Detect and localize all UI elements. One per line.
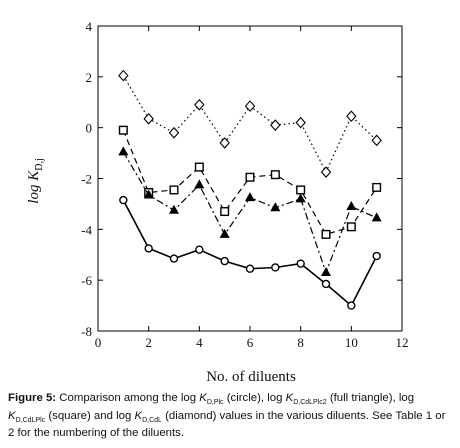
x-tick-label: 12: [396, 335, 409, 350]
data-point-square: [321, 229, 331, 239]
data-point-triangle: [118, 146, 129, 156]
data-point-circle: [195, 245, 204, 254]
y-tick-label: 0: [86, 121, 93, 136]
data-point-triangle: [321, 267, 331, 277]
data-point-square: [372, 182, 382, 192]
series-line-diamond: [122, 75, 378, 174]
caption-label: Figure 5:: [8, 392, 57, 404]
data-point-square: [169, 185, 179, 195]
x-axis-title: No. of diluents: [206, 369, 296, 385]
series-line-triangle: [122, 151, 377, 275]
x-tick-label: 10: [345, 335, 358, 350]
data-point-square: [220, 207, 230, 217]
y-tick-label: -2: [81, 172, 92, 187]
data-point-triangle: [295, 193, 306, 203]
series-layer: [118, 69, 382, 310]
data-point-diamond: [194, 98, 205, 111]
data-point-triangle: [194, 179, 205, 189]
data-point-circle: [372, 251, 381, 261]
x-tick-label: 2: [145, 335, 152, 350]
data-point-triangle: [169, 204, 179, 214]
data-point-square: [270, 170, 280, 180]
y-tick-label: -4: [81, 222, 92, 237]
data-point-triangle: [270, 202, 281, 212]
y-tick-label: 4: [86, 19, 93, 34]
data-point-square: [296, 185, 306, 195]
data-point-circle: [271, 263, 280, 272]
data-point-circle: [347, 301, 356, 310]
data-point-square: [245, 172, 255, 182]
series-line-square: [122, 129, 378, 236]
tick-labels: 0 2 4 6 8 10 12 4 2 0 -2 -4 -6 -8: [81, 19, 408, 350]
x-tick-label: 4: [196, 335, 203, 350]
data-point-diamond: [346, 110, 357, 123]
data-point-square: [346, 222, 356, 232]
data-point-triangle: [219, 228, 230, 238]
y-axis-title: log KD,j: [26, 158, 45, 203]
data-point-diamond: [118, 69, 129, 82]
x-tick-label: 0: [95, 335, 102, 350]
data-point-circle: [296, 259, 305, 268]
x-tick-label: 6: [247, 335, 254, 350]
figure-caption: Figure 5: Comparison among the log KD,Pl…: [8, 392, 446, 440]
data-point-triangle: [371, 212, 382, 222]
data-point-square: [194, 162, 204, 172]
plot-frame: [97, 25, 403, 332]
data-point-triangle: [245, 192, 255, 202]
chart: 0 2 4 6 8 10 12 4 2 0 -2 -4 -6 -8 No. of diluents log…: [26, 19, 409, 385]
y-tick-label: -8: [81, 324, 92, 339]
data-point-diamond: [168, 126, 180, 139]
series-line-circle: [122, 199, 378, 307]
data-point-triangle: [143, 189, 154, 199]
data-point-diamond: [270, 119, 281, 131]
y-tick-label: -6: [81, 273, 92, 288]
data-point-circle: [220, 256, 229, 266]
data-point-circle: [245, 264, 255, 273]
x-tick-label: 8: [297, 335, 304, 350]
data-point-circle: [169, 254, 179, 263]
data-point-circle: [144, 244, 153, 253]
data-point-circle: [321, 279, 331, 289]
data-point-square: [118, 125, 128, 135]
data-point-diamond: [244, 100, 256, 112]
data-point-circle: [119, 195, 128, 205]
data-point-diamond: [143, 112, 154, 125]
data-point-diamond: [295, 116, 306, 129]
y-tick-label: 2: [86, 70, 93, 85]
data-point-diamond: [219, 137, 230, 149]
data-point-triangle: [346, 200, 357, 210]
data-point-diamond: [320, 166, 332, 178]
data-point-diamond: [371, 134, 382, 147]
